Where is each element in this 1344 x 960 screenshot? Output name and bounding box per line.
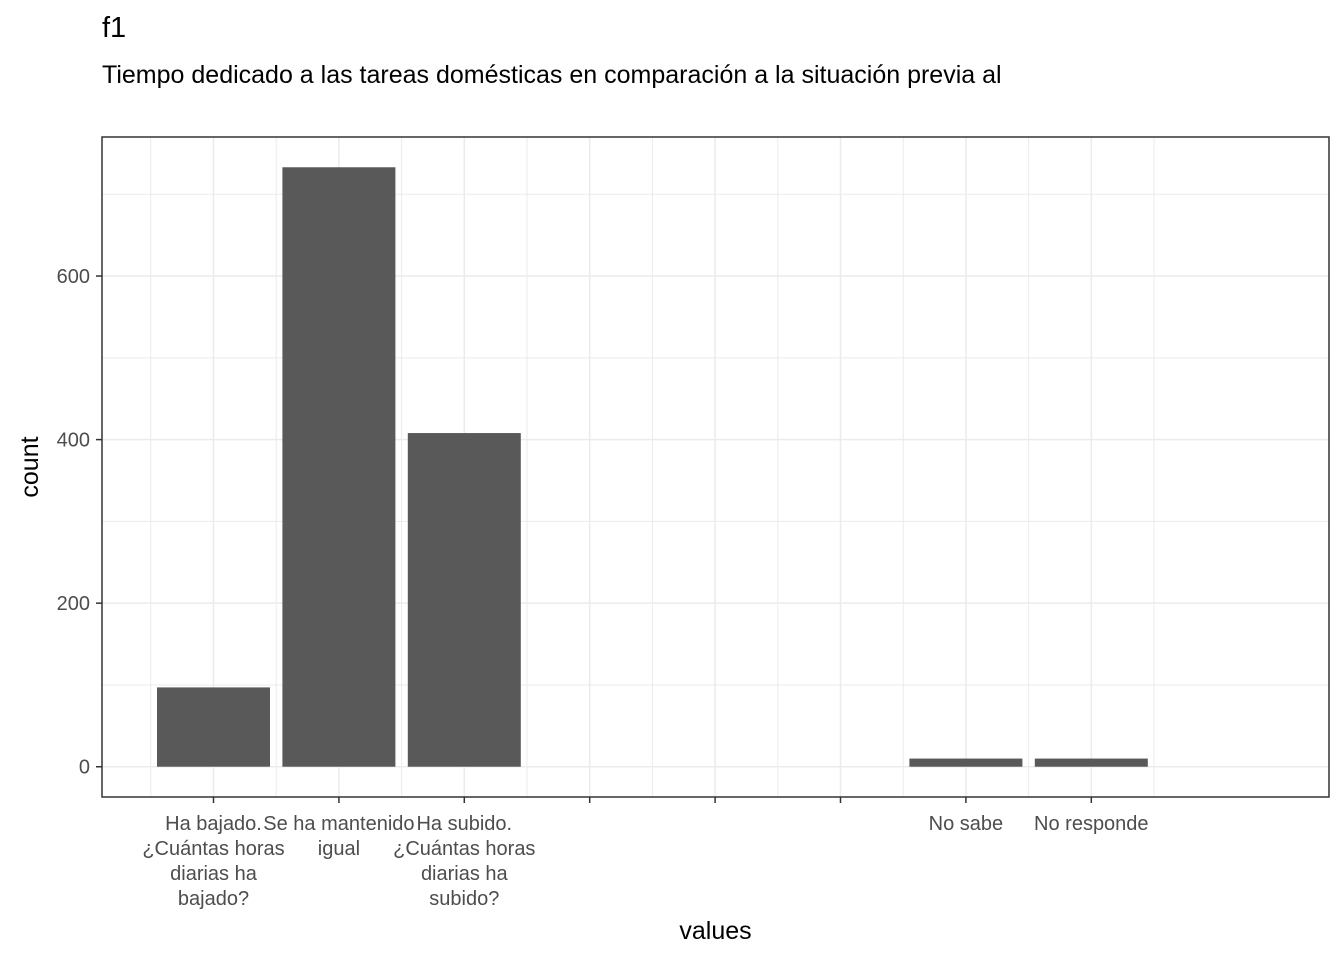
y-tick-label: 600 <box>57 266 90 288</box>
x-tick-label: No responde <box>1034 813 1149 835</box>
chart-subtitle: Tiempo dedicado a las tareas domésticas … <box>102 61 1002 89</box>
x-tick-label: Ha subido. ¿Cuántas horas diarias ha subido… <box>393 813 535 910</box>
chart-title: f1 <box>102 12 127 44</box>
bar <box>407 433 521 767</box>
bar <box>909 758 1023 767</box>
y-tick-label: 200 <box>57 593 90 615</box>
y-tick-label: 0 <box>79 757 90 779</box>
bar <box>282 167 396 767</box>
y-axis-title: count <box>16 436 44 497</box>
x-tick-label: Ha bajado. ¿Cuántas horas diarias ha bajado… <box>142 813 284 910</box>
x-axis-title: values <box>679 917 751 945</box>
bar <box>157 687 270 767</box>
x-tick-label: No sabe <box>929 813 1004 835</box>
bar <box>1034 758 1148 767</box>
bars <box>157 167 1148 767</box>
x-tick-label: Se ha mantenido igual <box>263 813 414 860</box>
y-tick-label: 400 <box>57 430 90 452</box>
x-axis: Ha bajado. ¿Cuántas horas diarias ha bajado… <box>142 797 1149 910</box>
y-axis: 0 200 400 600 <box>57 266 102 779</box>
